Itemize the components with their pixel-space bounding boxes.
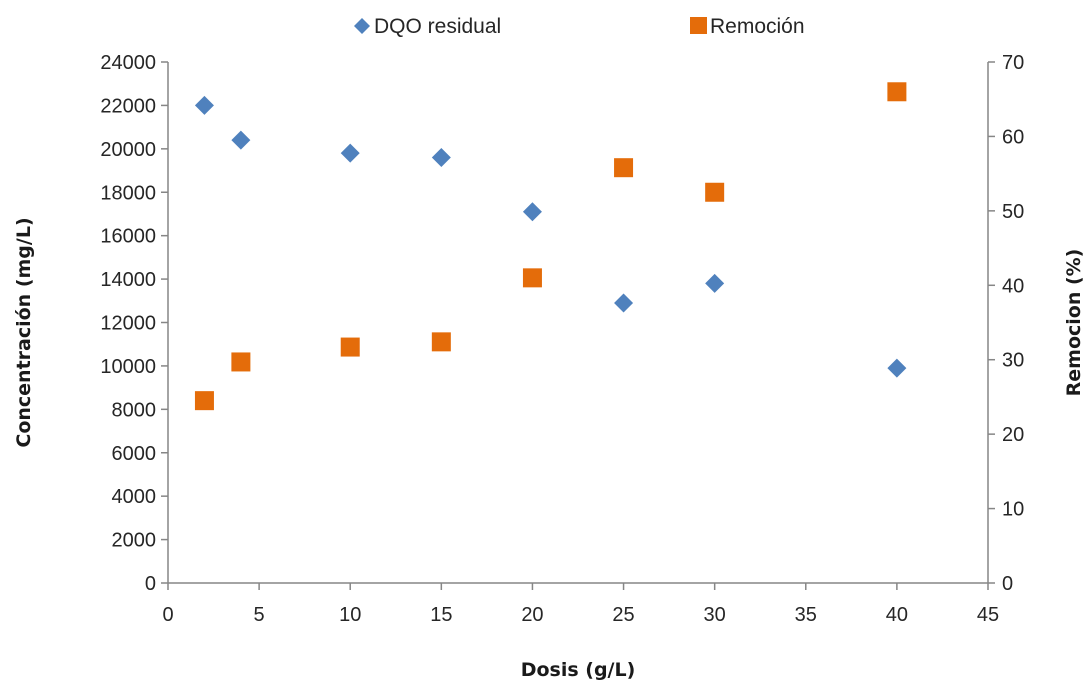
x-tick-label: 45 — [977, 604, 999, 626]
remocion-point — [340, 337, 360, 357]
dqo-residual-point — [194, 95, 214, 115]
y2-tick-label: 60 — [1002, 126, 1024, 148]
axes-layer: 0 5 10 15 20 25 30 35 40 450200040006000800010000… — [100, 52, 1024, 626]
legend-label-remocion: Remoción — [710, 15, 805, 38]
legend-square-marker — [690, 17, 707, 34]
y2-tick-label: 30 — [1002, 350, 1024, 372]
x-tick-label: 40 — [886, 604, 908, 626]
x-tick-label: 30 — [704, 604, 726, 626]
y-tick-label: 2000 — [112, 530, 157, 552]
remocion-point — [614, 158, 634, 178]
x-axis-title: Dosis (g/L) — [521, 659, 636, 681]
y-tick-label: 12000 — [100, 313, 156, 335]
y2-tick-label: 70 — [1002, 52, 1024, 74]
y-tick-label: 0 — [145, 573, 156, 595]
y-tick-label: 14000 — [100, 269, 156, 291]
y2-tick-label: 50 — [1002, 201, 1024, 223]
points-layer — [194, 82, 907, 411]
y-tick-label: 24000 — [100, 52, 156, 74]
legend-item-remocion: Remoción — [690, 15, 805, 38]
remocion-point — [522, 268, 542, 288]
x-tick-label: 20 — [521, 604, 543, 626]
y-tick-label: 16000 — [100, 226, 156, 248]
legend-item-dqo-residual: DQO residual — [354, 15, 501, 38]
legend: DQO residual Remoción — [354, 15, 805, 38]
y-tick-label: 22000 — [100, 95, 156, 117]
x-tick-label: 35 — [795, 604, 817, 626]
x-tick-label: 25 — [612, 604, 634, 626]
remocion-point — [431, 332, 451, 352]
y-tick-label: 20000 — [100, 139, 156, 161]
dqo-residual-point — [340, 143, 360, 163]
dqo-residual-point — [887, 358, 907, 378]
y2-tick-label: 10 — [1002, 499, 1024, 521]
remocion-point — [194, 391, 214, 411]
y2-tick-label: 20 — [1002, 424, 1024, 446]
y2-axis-title: Remocion (%) — [1063, 249, 1085, 397]
y-tick-label: 6000 — [112, 443, 157, 465]
series-remocion — [194, 82, 907, 411]
y-axis-title: Concentración (mg/L) — [13, 217, 35, 447]
y2-tick-label: 0 — [1002, 573, 1013, 595]
y-tick-label: 8000 — [112, 399, 157, 421]
dqo-residual-point — [614, 293, 634, 313]
dqo-residual-point — [522, 202, 542, 222]
legend-diamond-marker — [354, 18, 370, 34]
x-tick-label: 5 — [254, 604, 265, 626]
legend-label-dqo-residual: DQO residual — [374, 15, 501, 38]
y-tick-label: 18000 — [100, 182, 156, 204]
y-tick-label: 4000 — [112, 486, 157, 508]
remocion-point — [705, 182, 725, 202]
x-tick-label: 15 — [430, 604, 452, 626]
x-tick-label: 0 — [162, 604, 173, 626]
remocion-point — [887, 82, 907, 102]
dqo-residual-point — [705, 273, 725, 293]
remocion-point — [231, 352, 251, 372]
dqo-residual-point — [431, 148, 451, 168]
series-dqo-residual — [194, 95, 907, 378]
y-tick-label: 10000 — [100, 356, 156, 378]
y2-tick-label: 40 — [1002, 275, 1024, 297]
dqo-residual-point — [231, 130, 251, 150]
x-tick-label: 10 — [339, 604, 361, 626]
